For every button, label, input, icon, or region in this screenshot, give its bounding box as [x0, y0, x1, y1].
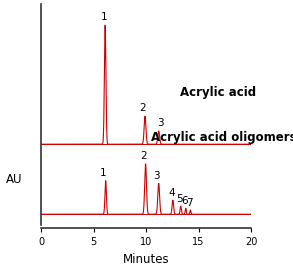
Text: 7: 7 [187, 198, 193, 208]
Text: 1: 1 [100, 168, 107, 178]
Text: 6: 6 [182, 196, 188, 206]
Text: 4: 4 [168, 188, 175, 198]
X-axis label: Minutes: Minutes [123, 253, 169, 266]
Text: 2: 2 [139, 103, 146, 113]
Text: 3: 3 [153, 171, 160, 181]
Text: 2: 2 [140, 151, 146, 161]
Text: AU: AU [6, 173, 22, 186]
Text: 1: 1 [100, 12, 107, 22]
Text: Acrylic acid: Acrylic acid [180, 86, 256, 99]
Text: 5: 5 [176, 194, 183, 204]
Text: 3: 3 [157, 118, 164, 128]
Text: Acrylic acid oligomers: Acrylic acid oligomers [151, 130, 293, 144]
